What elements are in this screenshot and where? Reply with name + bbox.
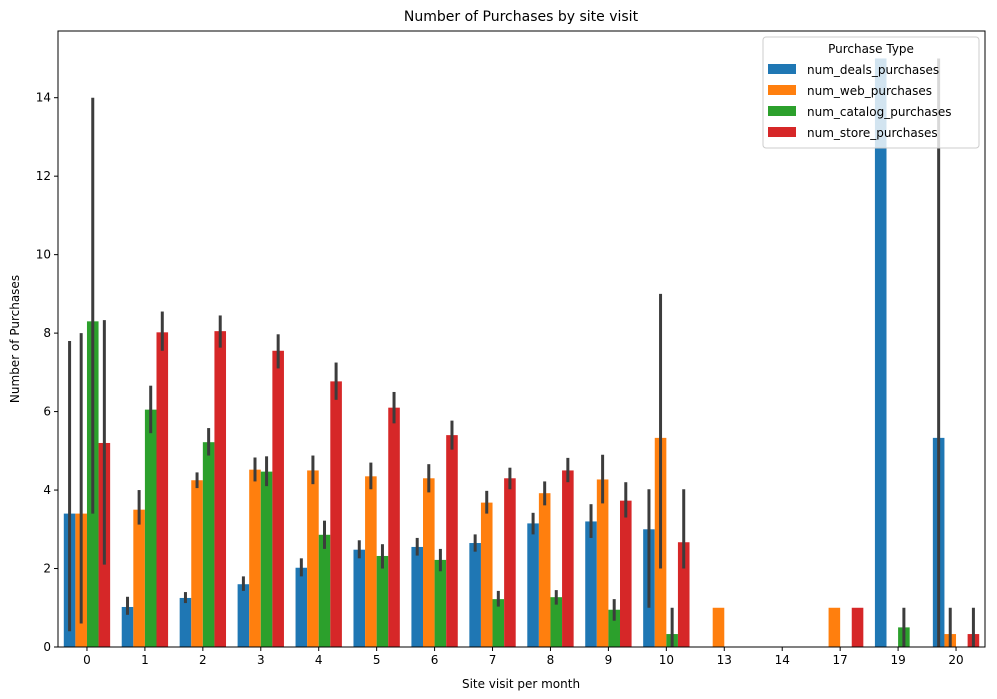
x-axis-label: Site visit per month xyxy=(462,677,580,691)
bar-num_deals_purchases-1 xyxy=(121,606,134,647)
x-tick-label: 6 xyxy=(431,653,439,667)
y-tick-label: 0 xyxy=(43,640,51,654)
bar-num_deals_purchases-5 xyxy=(353,549,366,647)
x-tick-label: 7 xyxy=(489,653,497,667)
bar-num_web_purchases-4 xyxy=(307,470,319,647)
bar-num_store_purchases-17 xyxy=(851,607,864,647)
bar-num_store_purchases-10 xyxy=(677,542,690,647)
y-tick-label: 4 xyxy=(43,483,51,497)
bar-num_web_purchases-2 xyxy=(191,480,203,647)
legend-swatch-num_deals_purchases xyxy=(768,64,796,74)
bar-num_deals_purchases-3 xyxy=(237,584,250,647)
bar-num_web_purchases-3 xyxy=(249,469,261,647)
legend-swatch-num_store_purchases xyxy=(768,127,796,137)
legend-box xyxy=(762,36,980,149)
legend-swatch-num_web_purchases xyxy=(768,85,796,95)
bar-num_web_purchases-6 xyxy=(423,478,435,647)
plot-area xyxy=(63,58,980,648)
bar-num_store_purchases-2 xyxy=(214,331,227,647)
bar-num_deals_purchases-2 xyxy=(179,597,192,647)
x-tick-label: 8 xyxy=(547,653,555,667)
y-tick-label: 2 xyxy=(43,562,51,576)
legend-swatch-num_catalog_purchases xyxy=(768,106,796,116)
legend-label-num_store_purchases: num_store_purchases xyxy=(807,126,938,140)
y-tick-label: 14 xyxy=(36,91,51,105)
bar-num_store_purchases-4 xyxy=(330,381,342,647)
bar-num_web_purchases-7 xyxy=(480,502,493,647)
y-tick-label: 6 xyxy=(43,405,51,419)
x-tick-label: 17 xyxy=(833,653,848,667)
legend-label-num_catalog_purchases: num_catalog_purchases xyxy=(807,105,952,119)
x-tick-label: 2 xyxy=(199,653,207,667)
bar-num_catalog_purchases-1 xyxy=(144,409,157,647)
bar-num_deals_purchases-8 xyxy=(527,523,539,647)
x-tick-label: 5 xyxy=(373,653,381,667)
y-tick-label: 10 xyxy=(36,248,51,262)
bar-num_web_purchases-8 xyxy=(538,493,551,647)
bar-num_deals_purchases-9 xyxy=(585,521,597,647)
bar-num_catalog_purchases-2 xyxy=(202,442,215,647)
x-tick-label: 14 xyxy=(775,653,790,667)
x-tick-label: 10 xyxy=(659,653,674,667)
x-tick-label: 1 xyxy=(141,653,149,667)
bar-num_catalog_purchases-8 xyxy=(550,597,563,647)
x-tick-label: 20 xyxy=(948,653,963,667)
bar-num_catalog_purchases-7 xyxy=(492,599,505,647)
y-axis-label: Number of Purchases xyxy=(8,275,22,403)
y-tick-label: 8 xyxy=(43,326,51,340)
bar-num_catalog_purchases-3 xyxy=(260,471,273,647)
bar-num_store_purchases-3 xyxy=(272,350,284,647)
bar-num_store_purchases-8 xyxy=(562,470,574,647)
x-tick-label: 3 xyxy=(257,653,265,667)
x-tick-label: 9 xyxy=(605,653,613,667)
bar-num_deals_purchases-6 xyxy=(411,546,424,647)
bar-num_catalog_purchases-6 xyxy=(434,559,447,647)
legend-title: Purchase Type xyxy=(828,42,914,56)
bar-num_store_purchases-6 xyxy=(446,435,458,647)
bar-num_store_purchases-5 xyxy=(388,407,400,647)
y-tick-label: 12 xyxy=(36,169,51,183)
bar-num_store_purchases-7 xyxy=(504,478,516,647)
bar-num_deals_purchases-4 xyxy=(295,567,308,647)
bar-num_catalog_purchases-4 xyxy=(318,534,331,647)
plot-frame xyxy=(57,30,986,648)
legend-label-num_deals_purchases: num_deals_purchases xyxy=(807,63,939,77)
bar-num_web_purchases-13 xyxy=(712,607,725,647)
legend: Purchase Type num_deals_purchases num_web… xyxy=(762,36,980,149)
bar-num_store_purchases-1 xyxy=(156,332,169,647)
bar-num_catalog_purchases-5 xyxy=(376,555,389,647)
x-tick-label: 19 xyxy=(890,653,905,667)
bar-num_catalog_purchases-9 xyxy=(608,609,620,647)
x-tick-label: 0 xyxy=(83,653,91,667)
bar-num_store_purchases-9 xyxy=(619,500,632,647)
bar-num_web_purchases-17 xyxy=(828,607,841,647)
x-tick-label: 13 xyxy=(717,653,732,667)
bar-num_web_purchases-9 xyxy=(596,479,609,647)
x-tick-label: 4 xyxy=(315,653,323,667)
bar-num_deals_purchases-19 xyxy=(874,58,887,648)
legend-label-num_web_purchases: num_web_purchases xyxy=(807,84,932,98)
bar-num_web_purchases-1 xyxy=(133,509,145,647)
bar-num_web_purchases-5 xyxy=(365,476,377,647)
chart-title: Number of Purchases by site visit xyxy=(404,9,639,25)
bar-num_deals_purchases-7 xyxy=(469,543,481,647)
